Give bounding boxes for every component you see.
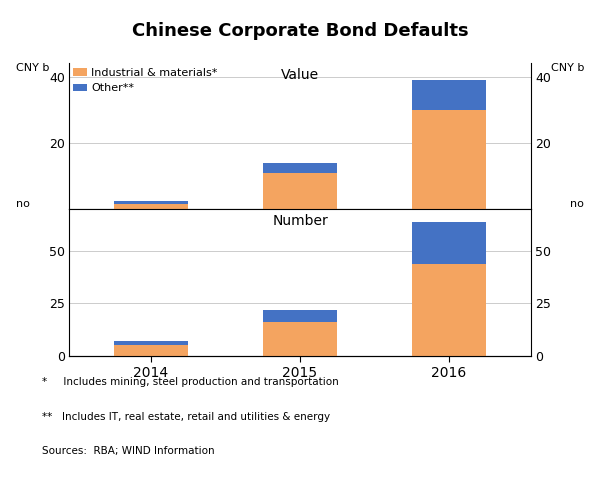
Text: Value: Value bbox=[281, 68, 319, 82]
Text: *     Includes mining, steel production and transportation: * Includes mining, steel production and … bbox=[42, 377, 339, 388]
Text: CNY b: CNY b bbox=[16, 63, 49, 74]
Bar bbox=[412, 263, 486, 356]
Text: **   Includes IT, real estate, retail and utilities & energy: ** Includes IT, real estate, retail and … bbox=[42, 412, 330, 422]
Text: Number: Number bbox=[272, 214, 328, 228]
Bar bbox=[412, 110, 486, 209]
Text: no: no bbox=[16, 199, 30, 209]
Bar bbox=[263, 173, 337, 209]
Bar bbox=[114, 201, 188, 205]
Bar bbox=[114, 345, 188, 356]
Bar bbox=[412, 222, 486, 263]
Text: CNY b: CNY b bbox=[551, 63, 584, 74]
Bar bbox=[114, 205, 188, 209]
Text: Sources:  RBA; WIND Information: Sources: RBA; WIND Information bbox=[42, 446, 215, 456]
Bar bbox=[263, 310, 337, 322]
Bar bbox=[412, 80, 486, 110]
Bar bbox=[263, 163, 337, 173]
Bar bbox=[114, 341, 188, 345]
Text: Chinese Corporate Bond Defaults: Chinese Corporate Bond Defaults bbox=[131, 22, 469, 40]
Bar bbox=[263, 322, 337, 356]
Text: no: no bbox=[570, 199, 584, 209]
Legend: Industrial & materials*, Other**: Industrial & materials*, Other** bbox=[71, 66, 220, 95]
